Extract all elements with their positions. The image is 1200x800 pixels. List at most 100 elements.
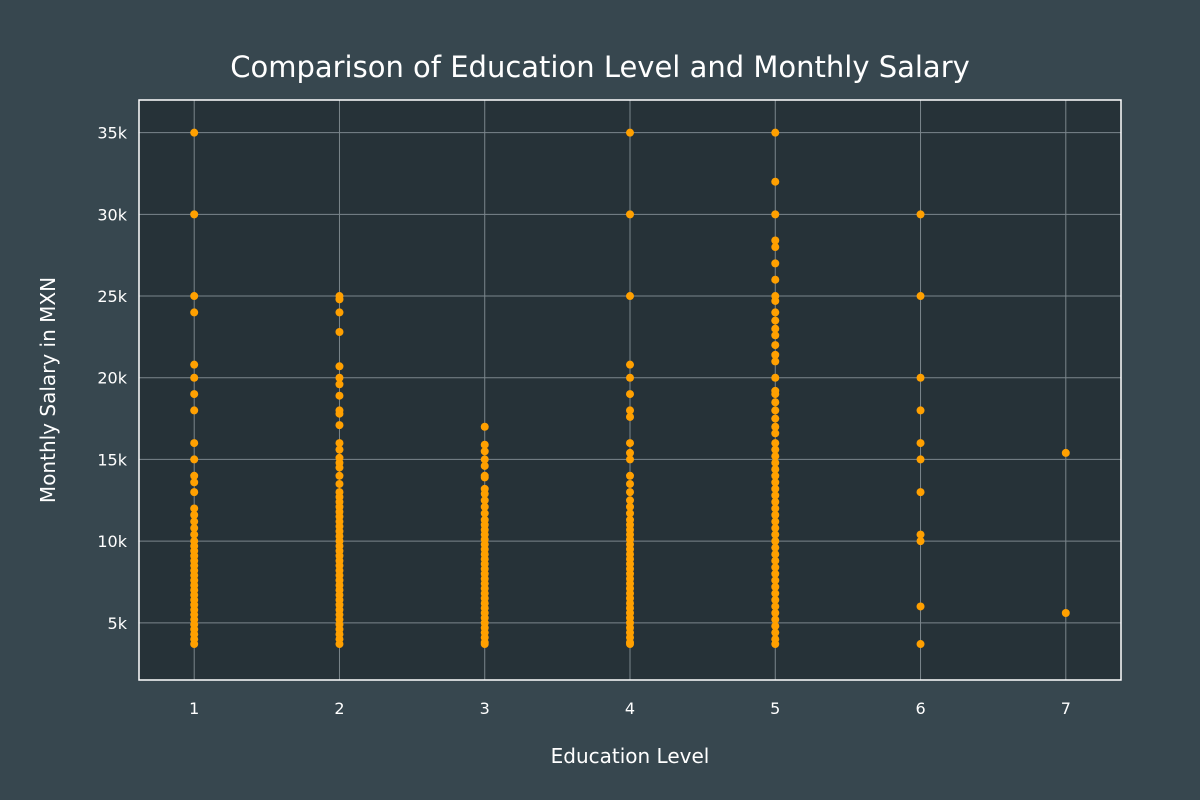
data-point[interactable]	[771, 504, 780, 513]
data-point[interactable]	[190, 308, 199, 317]
data-point[interactable]	[916, 439, 925, 448]
data-point[interactable]	[626, 488, 634, 497]
data-point[interactable]	[771, 582, 780, 591]
data-point[interactable]	[190, 360, 199, 369]
data-point[interactable]	[335, 380, 344, 389]
data-point[interactable]	[771, 550, 780, 559]
data-point[interactable]	[771, 497, 780, 506]
data-point[interactable]	[335, 409, 344, 418]
data-point[interactable]	[626, 210, 634, 219]
data-point[interactable]	[916, 292, 925, 301]
data-point[interactable]	[190, 128, 199, 137]
data-point[interactable]	[626, 455, 634, 464]
data-point[interactable]	[771, 622, 780, 631]
data-point[interactable]	[771, 357, 780, 366]
data-point[interactable]	[626, 406, 634, 415]
data-point[interactable]	[190, 292, 199, 301]
data-point[interactable]	[190, 406, 199, 415]
data-point[interactable]	[771, 471, 780, 480]
data-point[interactable]	[771, 406, 780, 415]
data-point[interactable]	[771, 177, 780, 186]
data-point[interactable]	[771, 640, 780, 649]
data-point[interactable]	[771, 478, 780, 487]
data-point[interactable]	[626, 479, 634, 488]
data-point[interactable]	[335, 439, 344, 448]
data-point[interactable]	[335, 479, 344, 488]
data-point[interactable]	[190, 390, 199, 399]
data-point[interactable]	[190, 510, 199, 519]
data-point[interactable]	[771, 524, 780, 533]
data-point[interactable]	[771, 324, 780, 333]
data-point[interactable]	[771, 439, 780, 448]
data-point[interactable]	[190, 640, 199, 649]
data-point[interactable]	[190, 455, 199, 464]
data-point[interactable]	[771, 491, 780, 500]
data-point[interactable]	[771, 510, 780, 519]
data-point[interactable]	[190, 210, 199, 219]
data-point[interactable]	[771, 236, 780, 245]
data-point[interactable]	[190, 530, 199, 539]
data-point[interactable]	[771, 609, 780, 618]
data-point[interactable]	[626, 412, 634, 421]
data-point[interactable]	[626, 448, 634, 457]
data-point[interactable]	[480, 496, 489, 505]
data-point[interactable]	[771, 398, 780, 407]
data-point[interactable]	[771, 602, 780, 611]
data-point[interactable]	[771, 414, 780, 423]
data-point[interactable]	[626, 640, 634, 649]
data-point[interactable]	[626, 360, 634, 369]
data-point[interactable]	[771, 484, 780, 493]
data-point[interactable]	[771, 452, 780, 461]
data-point[interactable]	[771, 537, 780, 546]
data-point[interactable]	[480, 461, 489, 470]
data-point[interactable]	[771, 308, 780, 317]
data-point[interactable]	[1061, 609, 1070, 618]
data-point[interactable]	[626, 128, 634, 137]
data-point[interactable]	[335, 373, 344, 382]
data-point[interactable]	[771, 128, 780, 137]
data-point[interactable]	[771, 275, 780, 284]
data-point[interactable]	[916, 602, 925, 611]
data-point[interactable]	[771, 595, 780, 604]
data-point[interactable]	[916, 640, 925, 649]
data-point[interactable]	[771, 465, 780, 474]
data-point[interactable]	[480, 509, 489, 518]
data-point[interactable]	[771, 556, 780, 565]
data-point[interactable]	[480, 455, 489, 464]
data-point[interactable]	[335, 463, 344, 472]
data-point[interactable]	[190, 517, 199, 526]
data-point[interactable]	[916, 373, 925, 382]
data-point[interactable]	[771, 589, 780, 598]
data-point[interactable]	[480, 489, 489, 498]
data-point[interactable]	[335, 391, 344, 400]
data-point[interactable]	[771, 429, 780, 438]
data-point[interactable]	[480, 422, 489, 431]
data-point[interactable]	[626, 471, 634, 480]
data-point[interactable]	[190, 478, 199, 487]
data-point[interactable]	[771, 445, 780, 454]
data-point[interactable]	[626, 496, 634, 505]
data-point[interactable]	[771, 422, 780, 431]
data-point[interactable]	[916, 537, 925, 546]
data-point[interactable]	[335, 471, 344, 480]
data-point[interactable]	[916, 210, 925, 219]
data-point[interactable]	[480, 502, 489, 511]
data-point[interactable]	[480, 447, 489, 456]
data-point[interactable]	[771, 316, 780, 325]
data-point[interactable]	[771, 341, 780, 350]
data-point[interactable]	[771, 331, 780, 340]
data-point[interactable]	[626, 502, 634, 511]
data-point[interactable]	[771, 350, 780, 359]
data-point[interactable]	[916, 530, 925, 539]
data-point[interactable]	[771, 530, 780, 539]
data-point[interactable]	[771, 390, 780, 399]
data-point[interactable]	[771, 458, 780, 467]
data-point[interactable]	[1061, 448, 1070, 457]
data-point[interactable]	[480, 473, 489, 482]
data-point[interactable]	[626, 292, 634, 301]
data-point[interactable]	[190, 373, 199, 382]
data-point[interactable]	[190, 471, 199, 480]
data-point[interactable]	[771, 296, 780, 305]
data-point[interactable]	[626, 439, 634, 448]
data-point[interactable]	[626, 373, 634, 382]
